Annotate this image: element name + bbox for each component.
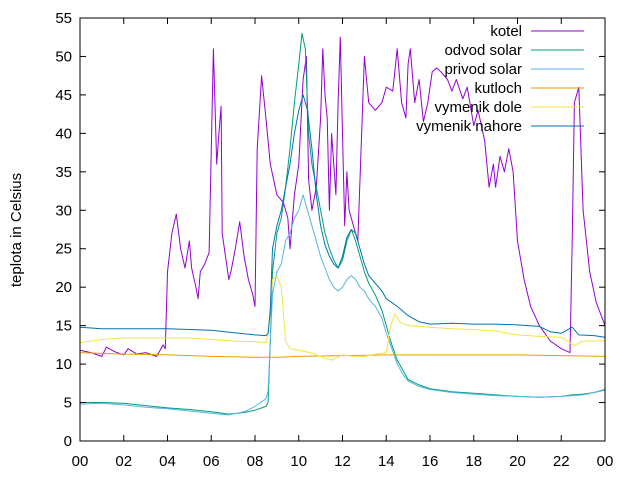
y-tick-label: 55	[55, 10, 72, 27]
x-tick-label: 06	[203, 453, 220, 470]
series-line-privod-solar	[79, 194, 606, 416]
y-axis-label: teplota in Celsius	[8, 173, 25, 287]
ticks-layer: 0 5 10 15 20 25 30 35 40 45 50 55 00 02 04 06 08 10 12 14 16…	[55, 10, 613, 470]
y-tick-label: 15	[55, 318, 72, 335]
x-tick-label: 12	[334, 453, 351, 470]
series-line-vymenik-dole	[79, 275, 605, 361]
series-line-vymenik-nahore	[79, 94, 606, 338]
y-tick-label: 40	[55, 125, 72, 142]
series-line-kotel	[79, 36, 606, 357]
x-tick-label: 14	[378, 453, 395, 470]
legend-label: odvod solar	[444, 42, 522, 59]
x-tick-label: 00	[72, 453, 89, 470]
x-tick-label: 04	[159, 453, 176, 470]
y-tick-label: 20	[55, 279, 72, 296]
y-tick-label: 25	[55, 241, 72, 258]
x-tick-label: 08	[247, 453, 264, 470]
y-tick-label: 0	[64, 433, 72, 450]
legend-label: kotel	[490, 23, 522, 40]
y-tick-label: 10	[55, 356, 72, 373]
series-layer	[79, 32, 606, 416]
y-tick-label: 30	[55, 202, 72, 219]
x-tick-label: 16	[422, 453, 439, 470]
series-line-odvod-solar	[80, 32, 606, 415]
legend-label: privod solar	[444, 61, 522, 78]
y-tick-label: 5	[64, 395, 72, 412]
legend: kotel odvod solar privod solar kutloch vymen…	[416, 23, 584, 135]
x-tick-label: 22	[553, 453, 570, 470]
y-tick-label: 45	[55, 87, 72, 104]
x-tick-label: 18	[465, 453, 482, 470]
legend-label: kutloch	[474, 80, 522, 97]
y-tick-label: 35	[55, 164, 72, 181]
x-tick-label: 02	[115, 453, 132, 470]
x-tick-label: 00	[597, 453, 614, 470]
y-tick-label: 50	[55, 48, 72, 65]
legend-label: vymenik dole	[434, 99, 522, 116]
x-tick-label: 10	[290, 453, 307, 470]
legend-label: vymenik nahore	[416, 118, 522, 135]
x-tick-label: 20	[509, 453, 526, 470]
